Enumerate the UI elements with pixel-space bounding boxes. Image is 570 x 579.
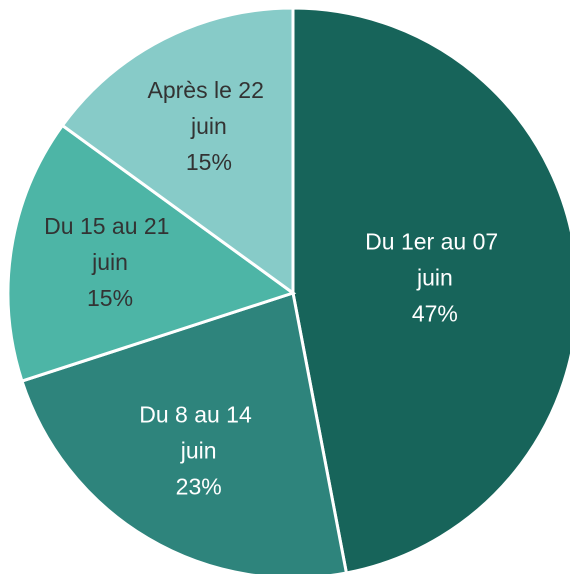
pie-slice	[60, 6, 295, 296]
slice-value-label: 47%	[412, 301, 458, 327]
slice-value-label: 15%	[87, 285, 133, 311]
slice-value-label: 15%	[186, 149, 232, 175]
slice-label: Après le 22 juin	[148, 77, 271, 139]
slice-value-label: 23%	[176, 474, 222, 500]
slice-label: Du 1er au 07 juin	[365, 229, 504, 291]
slice-label: Du 8 au 14 juin	[139, 402, 258, 464]
pie-slice	[6, 123, 297, 383]
slice-label: Du 15 au 21 juin	[44, 213, 176, 275]
pie-slice	[291, 6, 570, 575]
